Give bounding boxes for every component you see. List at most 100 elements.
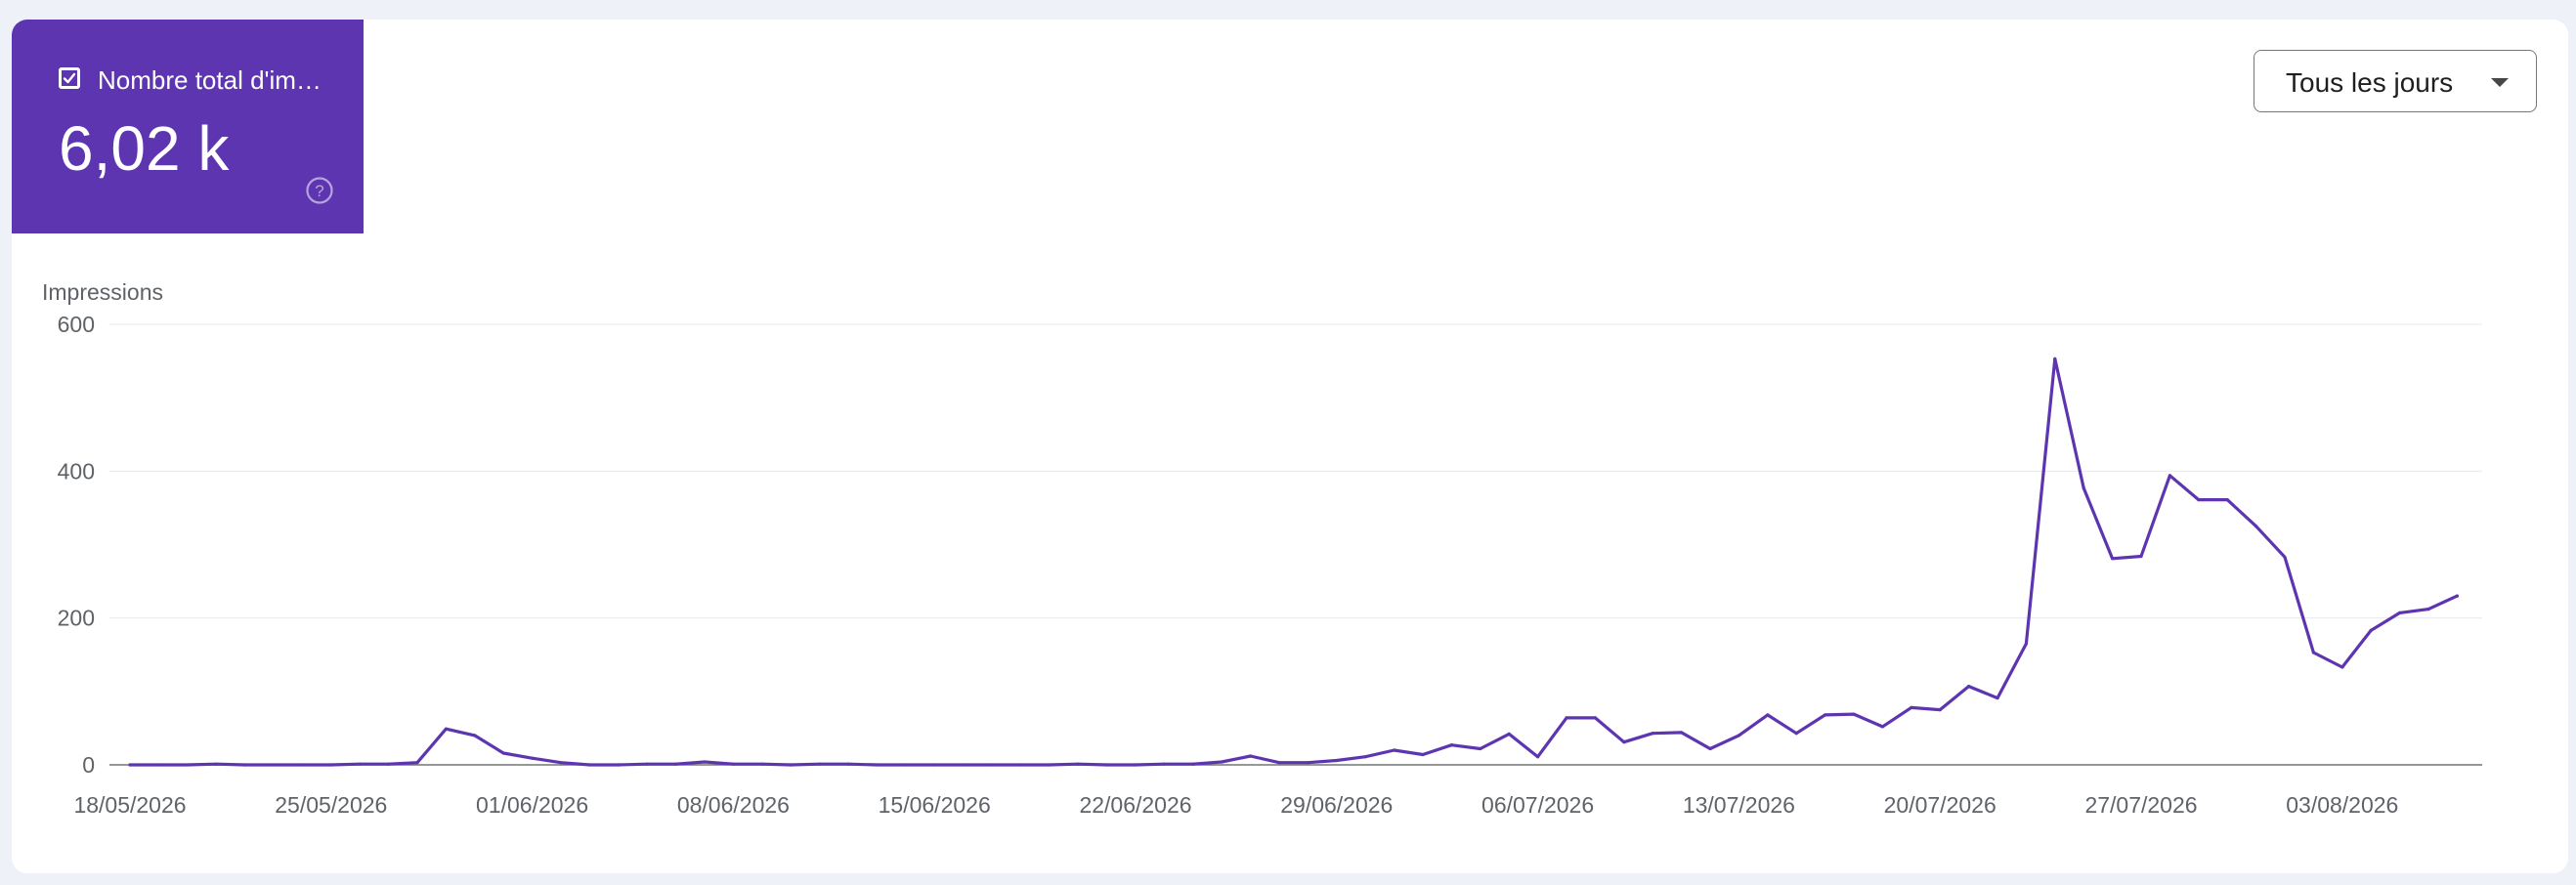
data-point bbox=[1880, 725, 1884, 729]
x-tick-label: 03/08/2026 bbox=[2286, 792, 2398, 818]
data-point bbox=[617, 763, 621, 767]
data-point bbox=[1134, 763, 1138, 767]
data-point bbox=[1996, 696, 1999, 700]
x-tick-label: 29/06/2026 bbox=[1280, 792, 1393, 818]
data-point bbox=[243, 763, 247, 767]
data-point bbox=[501, 751, 505, 755]
data-point bbox=[559, 761, 563, 765]
data-point bbox=[2340, 665, 2344, 669]
x-tick-label: 13/07/2026 bbox=[1683, 792, 1795, 818]
data-point bbox=[932, 763, 936, 767]
x-tick-label: 18/05/2026 bbox=[73, 792, 186, 818]
data-point bbox=[645, 762, 649, 766]
data-point bbox=[1105, 763, 1109, 767]
data-point bbox=[1449, 743, 1453, 747]
data-point bbox=[1363, 755, 1367, 759]
data-point bbox=[2111, 557, 2115, 561]
x-tick-label: 27/07/2026 bbox=[2084, 792, 2197, 818]
data-point bbox=[1910, 705, 1913, 710]
data-point bbox=[1967, 685, 1971, 689]
data-point bbox=[1651, 732, 1654, 736]
x-tick-label: 06/07/2026 bbox=[1481, 792, 1594, 818]
data-point bbox=[1162, 762, 1166, 766]
data-point bbox=[2168, 474, 2171, 478]
data-point bbox=[2139, 554, 2143, 559]
y-tick-label: 0 bbox=[82, 752, 95, 778]
x-tick-label: 20/07/2026 bbox=[1884, 792, 1996, 818]
data-point bbox=[2053, 357, 2057, 360]
data-point bbox=[1277, 761, 1281, 765]
help-circle-icon[interactable]: ? bbox=[305, 176, 334, 205]
y-tick-label: 200 bbox=[58, 606, 95, 631]
data-point bbox=[2024, 642, 2028, 646]
data-point bbox=[2283, 555, 2287, 559]
series-line-impressions bbox=[128, 357, 2459, 767]
data-point bbox=[2311, 651, 2315, 654]
data-point bbox=[2225, 498, 2229, 502]
checkbox-checked-icon[interactable] bbox=[59, 67, 80, 89]
data-point bbox=[156, 763, 160, 767]
data-point bbox=[1824, 713, 1827, 717]
y-tick-label: 400 bbox=[58, 458, 95, 484]
data-point bbox=[186, 763, 190, 767]
data-point bbox=[760, 762, 764, 766]
data-point bbox=[2455, 594, 2459, 598]
data-point bbox=[2197, 498, 2201, 502]
data-point bbox=[1249, 754, 1253, 758]
data-point bbox=[358, 762, 362, 766]
impressions-chart: Impressions 0 200 400 600 18/05/2026 25/05/2… bbox=[42, 279, 2482, 818]
metric-label: Nombre total d'im… bbox=[98, 65, 322, 95]
data-point bbox=[387, 762, 391, 766]
impressions-metric-tile[interactable]: Nombre total d'im… 6,02 k ? bbox=[12, 20, 364, 233]
data-point bbox=[1048, 763, 1052, 767]
performance-card: Nombre total d'im… 6,02 k ? Tous les jou… bbox=[12, 20, 2568, 873]
data-point bbox=[1479, 746, 1482, 751]
range-select[interactable]: Tous les jours bbox=[2254, 50, 2537, 112]
data-point bbox=[1421, 752, 1425, 757]
data-point bbox=[587, 763, 592, 767]
data-point bbox=[1191, 762, 1195, 766]
data-point bbox=[1737, 734, 1740, 738]
data-point bbox=[1335, 758, 1339, 763]
dropdown-caret-icon bbox=[2491, 78, 2509, 87]
data-point bbox=[1306, 761, 1309, 765]
data-point bbox=[1393, 748, 1396, 752]
y-tick-label: 600 bbox=[58, 312, 95, 337]
data-point bbox=[531, 756, 535, 760]
data-point bbox=[1708, 746, 1712, 751]
data-point bbox=[2398, 611, 2402, 615]
data-point bbox=[2369, 628, 2373, 633]
data-point bbox=[1852, 712, 1856, 716]
range-select-label: Tous les jours bbox=[2286, 67, 2454, 98]
data-point bbox=[962, 763, 966, 767]
data-point bbox=[473, 734, 477, 738]
data-point bbox=[674, 762, 678, 766]
data-point bbox=[1507, 732, 1511, 737]
data-point bbox=[1938, 708, 1942, 712]
data-point bbox=[300, 763, 304, 767]
data-point bbox=[1220, 760, 1224, 764]
data-point bbox=[272, 763, 276, 767]
data-point bbox=[214, 762, 218, 766]
data-point bbox=[1766, 713, 1770, 717]
data-point bbox=[818, 762, 822, 766]
data-point bbox=[731, 762, 736, 766]
data-point bbox=[329, 763, 333, 767]
x-tick-label: 01/06/2026 bbox=[476, 792, 588, 818]
data-point bbox=[1565, 716, 1568, 720]
x-tick-label: 08/06/2026 bbox=[677, 792, 790, 818]
data-point bbox=[415, 761, 419, 765]
data-point bbox=[789, 763, 793, 767]
data-point bbox=[846, 762, 850, 766]
data-point bbox=[1794, 732, 1798, 736]
y-axis-title: Impressions bbox=[42, 279, 163, 305]
data-point bbox=[904, 763, 908, 767]
svg-text:?: ? bbox=[315, 182, 323, 200]
data-point bbox=[875, 763, 880, 767]
data-point bbox=[444, 727, 448, 731]
x-tick-label: 22/06/2026 bbox=[1079, 792, 1191, 818]
x-tick-label: 25/05/2026 bbox=[275, 792, 387, 818]
data-point bbox=[2082, 486, 2085, 490]
data-point bbox=[703, 760, 707, 764]
data-point bbox=[990, 763, 994, 767]
